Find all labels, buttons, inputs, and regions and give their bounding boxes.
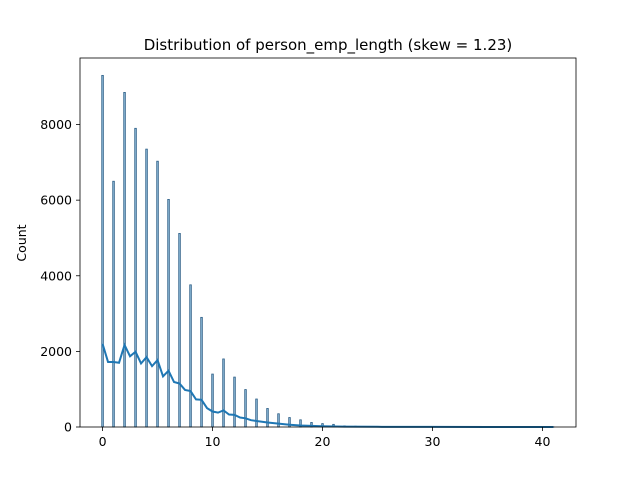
x-tick-label: 40 xyxy=(535,434,551,449)
histogram-bar xyxy=(266,408,269,428)
y-tick-label: 0 xyxy=(64,420,72,435)
histogram-bar xyxy=(123,92,126,428)
histogram-bar xyxy=(189,284,192,428)
x-tick-label: 20 xyxy=(315,434,331,449)
histogram-bar xyxy=(233,376,236,428)
x-tick-label: 10 xyxy=(205,434,221,449)
y-tick-label: 2000 xyxy=(40,344,72,359)
histogram-bar xyxy=(211,373,214,428)
histogram-bar xyxy=(112,180,115,428)
histogram-bar xyxy=(255,398,258,428)
histogram-bar xyxy=(145,148,148,428)
x-tick-label: 30 xyxy=(425,434,441,449)
histogram-bar xyxy=(178,233,181,428)
histogram-bar xyxy=(200,316,203,428)
histogram-bar xyxy=(222,358,225,428)
plot-frame xyxy=(79,57,577,428)
histogram-bar xyxy=(101,74,104,428)
histogram-bar xyxy=(156,160,159,428)
histogram-bar xyxy=(277,413,280,428)
histogram-bar xyxy=(244,389,247,428)
histogram-bar xyxy=(167,198,170,428)
chart-title: Distribution of person_emp_length (skew … xyxy=(144,36,513,55)
plot-area: 0 10 20 30 40 0 2000 4000 6000 8000 xyxy=(40,57,577,449)
x-tick-label: 0 xyxy=(99,434,107,449)
y-tick-label: 6000 xyxy=(40,193,72,208)
kde-line xyxy=(101,342,554,428)
histogram-bar xyxy=(134,127,137,428)
y-tick-label: 4000 xyxy=(40,268,72,283)
y-tick-label: 8000 xyxy=(40,117,72,132)
y-axis-label: Count xyxy=(14,224,29,261)
